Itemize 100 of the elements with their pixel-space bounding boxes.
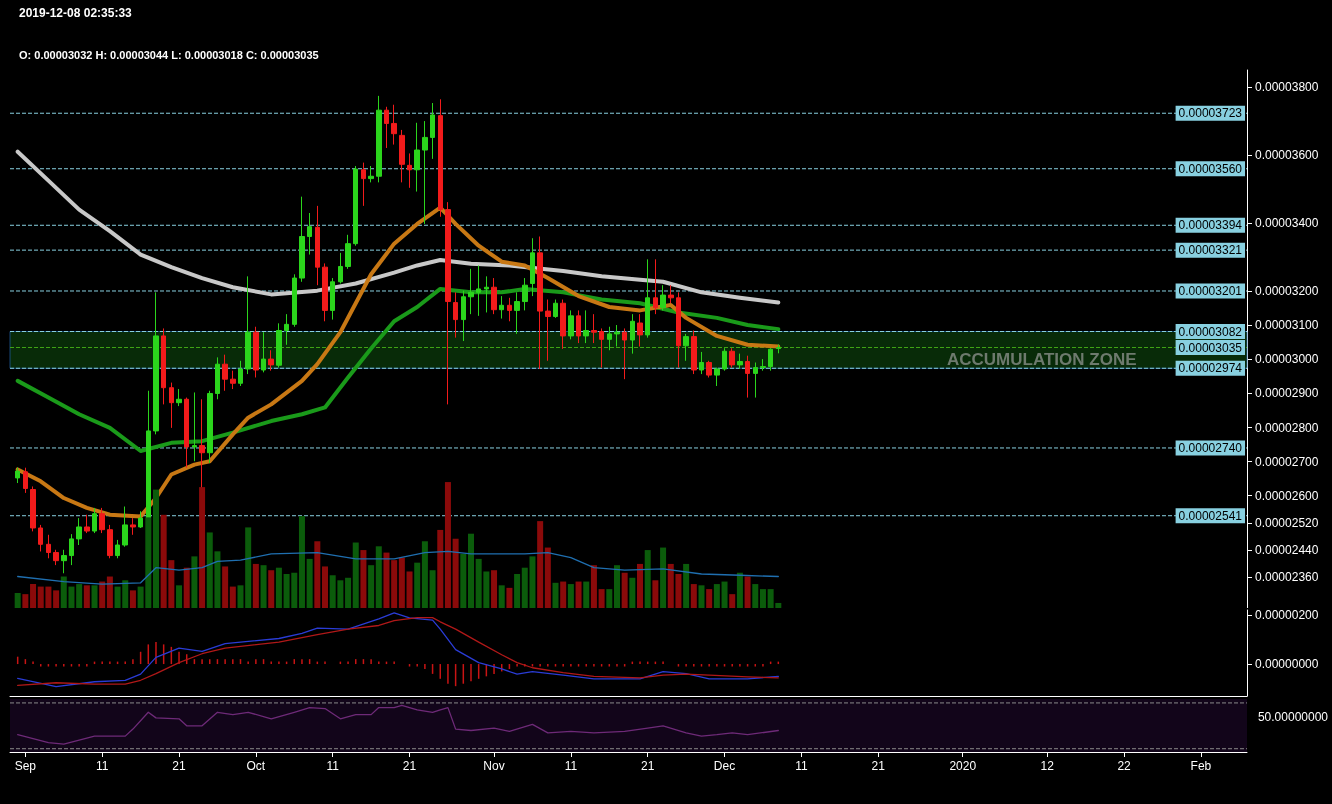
bar: [759, 589, 766, 608]
candlestick: [768, 347, 773, 372]
text: 50.00000000: [1257, 710, 1329, 724]
candlestick: [438, 98, 443, 218]
candlestick: [299, 196, 305, 283]
candlestick: [614, 324, 620, 347]
candlestick: [668, 284, 674, 304]
chart-subtitle: O: 0.00003032 H: 0.00003044 L: 0.00003018 C: 0.00003035: [19, 48, 319, 61]
ref-line-label: 0.00003560: [1178, 161, 1243, 176]
y-tick-label: 0.00003100: [1255, 318, 1319, 333]
bar: [152, 489, 159, 608]
bar: [598, 589, 605, 608]
x-tick-label: 2020: [949, 759, 977, 773]
candlestick: [76, 517, 82, 546]
candlestick: [107, 524, 113, 559]
candlestick: [576, 309, 581, 344]
y-tick-label: 0.00002440: [1255, 543, 1319, 558]
candlestick: [706, 360, 712, 378]
bar: [706, 589, 713, 608]
x-tick-label: 11: [95, 759, 109, 773]
bar: [237, 585, 244, 608]
bar: [629, 577, 636, 608]
candlestick: [445, 201, 451, 405]
y-tick-label: 0.00000200: [1255, 607, 1319, 622]
bar: [252, 563, 259, 608]
bar: [91, 585, 98, 608]
bar: [275, 567, 282, 608]
bar: [452, 538, 459, 608]
candlestick: [69, 533, 74, 566]
x-tick-label: 21: [871, 759, 886, 773]
ref-line-label: 0.00003201: [1178, 283, 1243, 298]
candlestick: [230, 370, 236, 390]
x-tick-label: 11: [795, 759, 808, 773]
candlestick: [192, 391, 197, 462]
y-tick-label: 0.00002360: [1255, 570, 1319, 585]
x-tick-label: 22: [1117, 759, 1132, 773]
candlestick: [653, 258, 658, 315]
candlestick: [737, 353, 743, 370]
bar: [437, 529, 444, 608]
y-tick-label: 0.00000000: [1255, 657, 1319, 672]
candlestick: [461, 290, 466, 342]
candlestick: [676, 291, 681, 369]
candlestick: [99, 507, 105, 534]
bar: [721, 581, 728, 608]
candlestick: [161, 327, 166, 405]
candlestick: [753, 361, 758, 399]
candlestick: [330, 277, 335, 321]
bar: [660, 547, 667, 608]
bar: [644, 550, 651, 608]
x-tick-label: 21: [641, 759, 655, 773]
x-tick-label: 12: [1040, 759, 1055, 773]
candlestick: [222, 354, 228, 392]
candlestick: [699, 351, 704, 375]
candlestick: [284, 313, 289, 346]
candlestick: [522, 277, 528, 311]
candlestick: [468, 268, 474, 315]
candlestick: [530, 237, 535, 297]
candlestick: [338, 252, 343, 284]
ref-line-label: 0.00002541: [1178, 508, 1243, 523]
candlestick: [630, 313, 635, 355]
candlestick: [622, 327, 627, 380]
candlestick: [238, 360, 243, 387]
candlestick: [391, 104, 397, 146]
bar: [222, 566, 229, 608]
x-tick-label: 11: [326, 759, 340, 773]
candlestick: [138, 510, 143, 529]
candlestick: [407, 152, 412, 189]
candlestick: [61, 549, 67, 574]
bar: [491, 570, 498, 608]
candlestick: [384, 106, 389, 149]
candlestick: [422, 120, 428, 225]
bar: [398, 557, 405, 608]
candlestick: [292, 273, 297, 328]
bar: [83, 585, 90, 608]
candlestick: [607, 326, 612, 351]
bar: [744, 576, 751, 608]
bar: [429, 570, 436, 608]
candlestick: [545, 299, 551, 362]
candlestick: [315, 205, 320, 286]
candlestick: [353, 165, 358, 247]
bar: [406, 571, 413, 608]
bar: [30, 584, 37, 608]
bar: [229, 586, 236, 608]
bar: [191, 556, 198, 608]
bar: [298, 516, 305, 608]
candlestick: [84, 514, 90, 534]
candlestick: [276, 322, 282, 369]
candlestick: [760, 358, 766, 372]
candlestick: [261, 331, 266, 373]
bar: [314, 541, 321, 608]
candlestick: [583, 309, 589, 344]
bar: [352, 542, 359, 608]
bar: [467, 533, 474, 608]
candlestick: [645, 258, 650, 339]
candlestick: [568, 309, 574, 340]
candlestick: [537, 236, 543, 370]
bar: [752, 584, 759, 608]
bar: [76, 584, 83, 608]
candlestick: [722, 347, 727, 372]
chart-title: 2019-12-08 02:35:33: [19, 6, 133, 20]
